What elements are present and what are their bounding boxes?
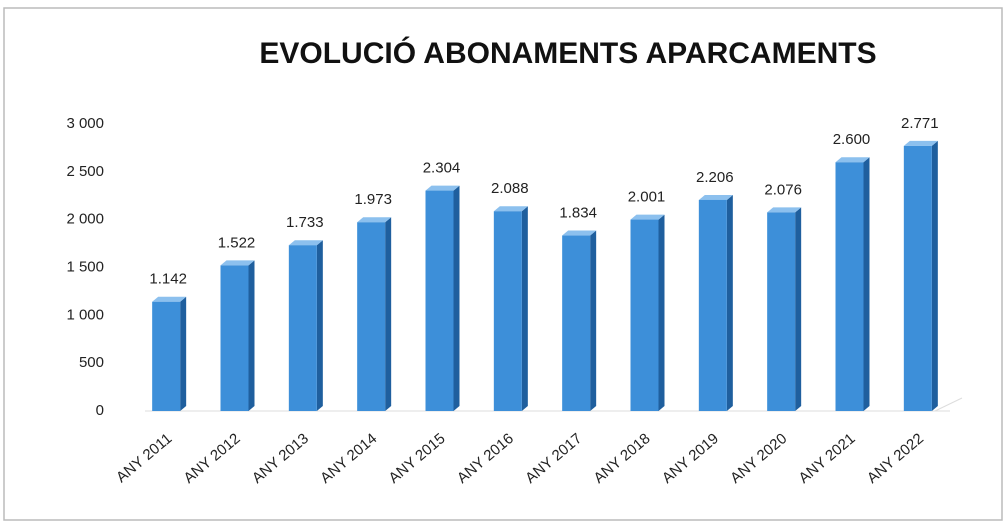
bar-top [493,206,528,212]
value-label: 2.076 [764,181,802,198]
bar-side [590,230,597,411]
y-tick-label: 500 [79,354,104,371]
bar [152,301,181,411]
bar [698,199,727,411]
value-label: 1.522 [218,234,256,251]
bar [903,145,932,412]
bar-top [220,260,255,266]
bar-top [562,230,597,236]
bar [425,190,454,411]
bar [835,162,864,411]
bar [493,211,522,411]
y-tick-label: 2 000 [66,211,104,228]
y-tick-label: 1 000 [66,306,104,323]
value-label: 1.142 [149,271,187,288]
value-label: 2.206 [696,169,734,186]
bar-top [152,296,187,302]
bar-top [698,194,733,200]
bar-top [835,157,870,163]
bar-side [658,214,665,411]
y-tick-label: 0 [96,402,104,419]
y-tick-label: 1 500 [66,258,104,275]
bar-top [357,217,392,223]
value-label: 2.304 [423,160,461,177]
bar-side [863,157,870,411]
bar-side [931,140,938,412]
value-label: 1.733 [286,214,324,231]
floor-edge [934,397,963,412]
bar-top [425,185,460,191]
bar-top [903,140,938,146]
bar-side [795,207,802,411]
bar [220,265,249,411]
bar-top [630,214,665,220]
bar-side [726,194,733,411]
bar-top [288,240,323,246]
value-label: 2.088 [491,180,529,197]
bar-side [385,217,392,411]
bar [630,219,659,411]
bar-side [453,185,460,411]
bar-side [248,260,255,411]
bar [288,245,317,411]
value-label: 2.600 [833,131,871,148]
y-tick-label: 3 000 [66,115,104,132]
y-tick-label: 2 500 [66,163,104,180]
value-label: 2.771 [901,115,939,132]
bar-side [521,206,528,411]
bar [562,235,591,411]
bar-side [316,240,323,411]
value-label: 1.973 [354,191,392,208]
bar [767,212,796,411]
chart-title: EVOLUCIÓ ABONAMENTS APARCAMENTS [259,36,876,70]
bar [357,222,386,411]
bar-side [180,296,187,411]
value-label: 2.001 [628,189,666,206]
value-label: 1.834 [559,205,597,222]
bar-top [767,207,802,213]
